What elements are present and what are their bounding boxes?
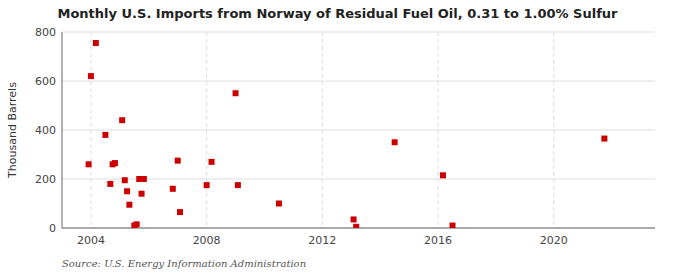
y-axis-label: Thousand Barrels (6, 82, 19, 179)
x-grid-line (438, 32, 439, 228)
point (112, 160, 118, 166)
point (170, 186, 176, 192)
x-tick-label: 2012 (308, 234, 336, 247)
y-tick-label: 200 (35, 173, 56, 186)
y-tick-label: 800 (35, 26, 56, 39)
point (276, 201, 282, 207)
point (440, 172, 446, 178)
point (134, 221, 140, 227)
x-grid-line (206, 32, 207, 228)
point (88, 73, 94, 79)
y-tick-label: 600 (35, 75, 56, 88)
title: Monthly U.S. Imports from Norway of Resi… (57, 6, 618, 21)
y-tick-label: 400 (35, 124, 56, 137)
point (86, 161, 92, 167)
y-grid-line (62, 179, 655, 180)
point (233, 90, 239, 96)
x-grid-line (553, 32, 554, 228)
y-grid-line (62, 130, 655, 131)
point (102, 132, 108, 138)
point (124, 188, 130, 194)
x-grid-line (322, 32, 323, 228)
point (126, 202, 132, 208)
x-tick-label: 2008 (193, 234, 221, 247)
point (139, 191, 145, 197)
point (175, 158, 181, 164)
point (209, 159, 215, 165)
point (122, 177, 128, 183)
y-grid-line (62, 32, 655, 33)
y-axis-line (62, 32, 63, 228)
x-tick-label: 2004 (77, 234, 105, 247)
point (141, 176, 147, 182)
x-tick-label: 2016 (424, 234, 452, 247)
point (450, 223, 456, 228)
x-tick-label: 2020 (540, 234, 568, 247)
y-grid-line (62, 81, 655, 82)
point (351, 216, 357, 222)
chart: Monthly U.S. Imports from Norway of Resi… (0, 0, 675, 275)
points (86, 40, 608, 228)
point (107, 181, 113, 187)
point (353, 224, 359, 228)
point (119, 117, 125, 123)
point (177, 209, 183, 215)
point (93, 40, 99, 46)
source-note: Source: U.S. Energy Information Administ… (62, 258, 306, 269)
point (601, 136, 607, 142)
point (204, 182, 210, 188)
x-grid-line (90, 32, 91, 228)
point (235, 182, 241, 188)
point (392, 139, 398, 145)
grid (62, 32, 655, 228)
y-tick-label: 0 (49, 222, 56, 235)
